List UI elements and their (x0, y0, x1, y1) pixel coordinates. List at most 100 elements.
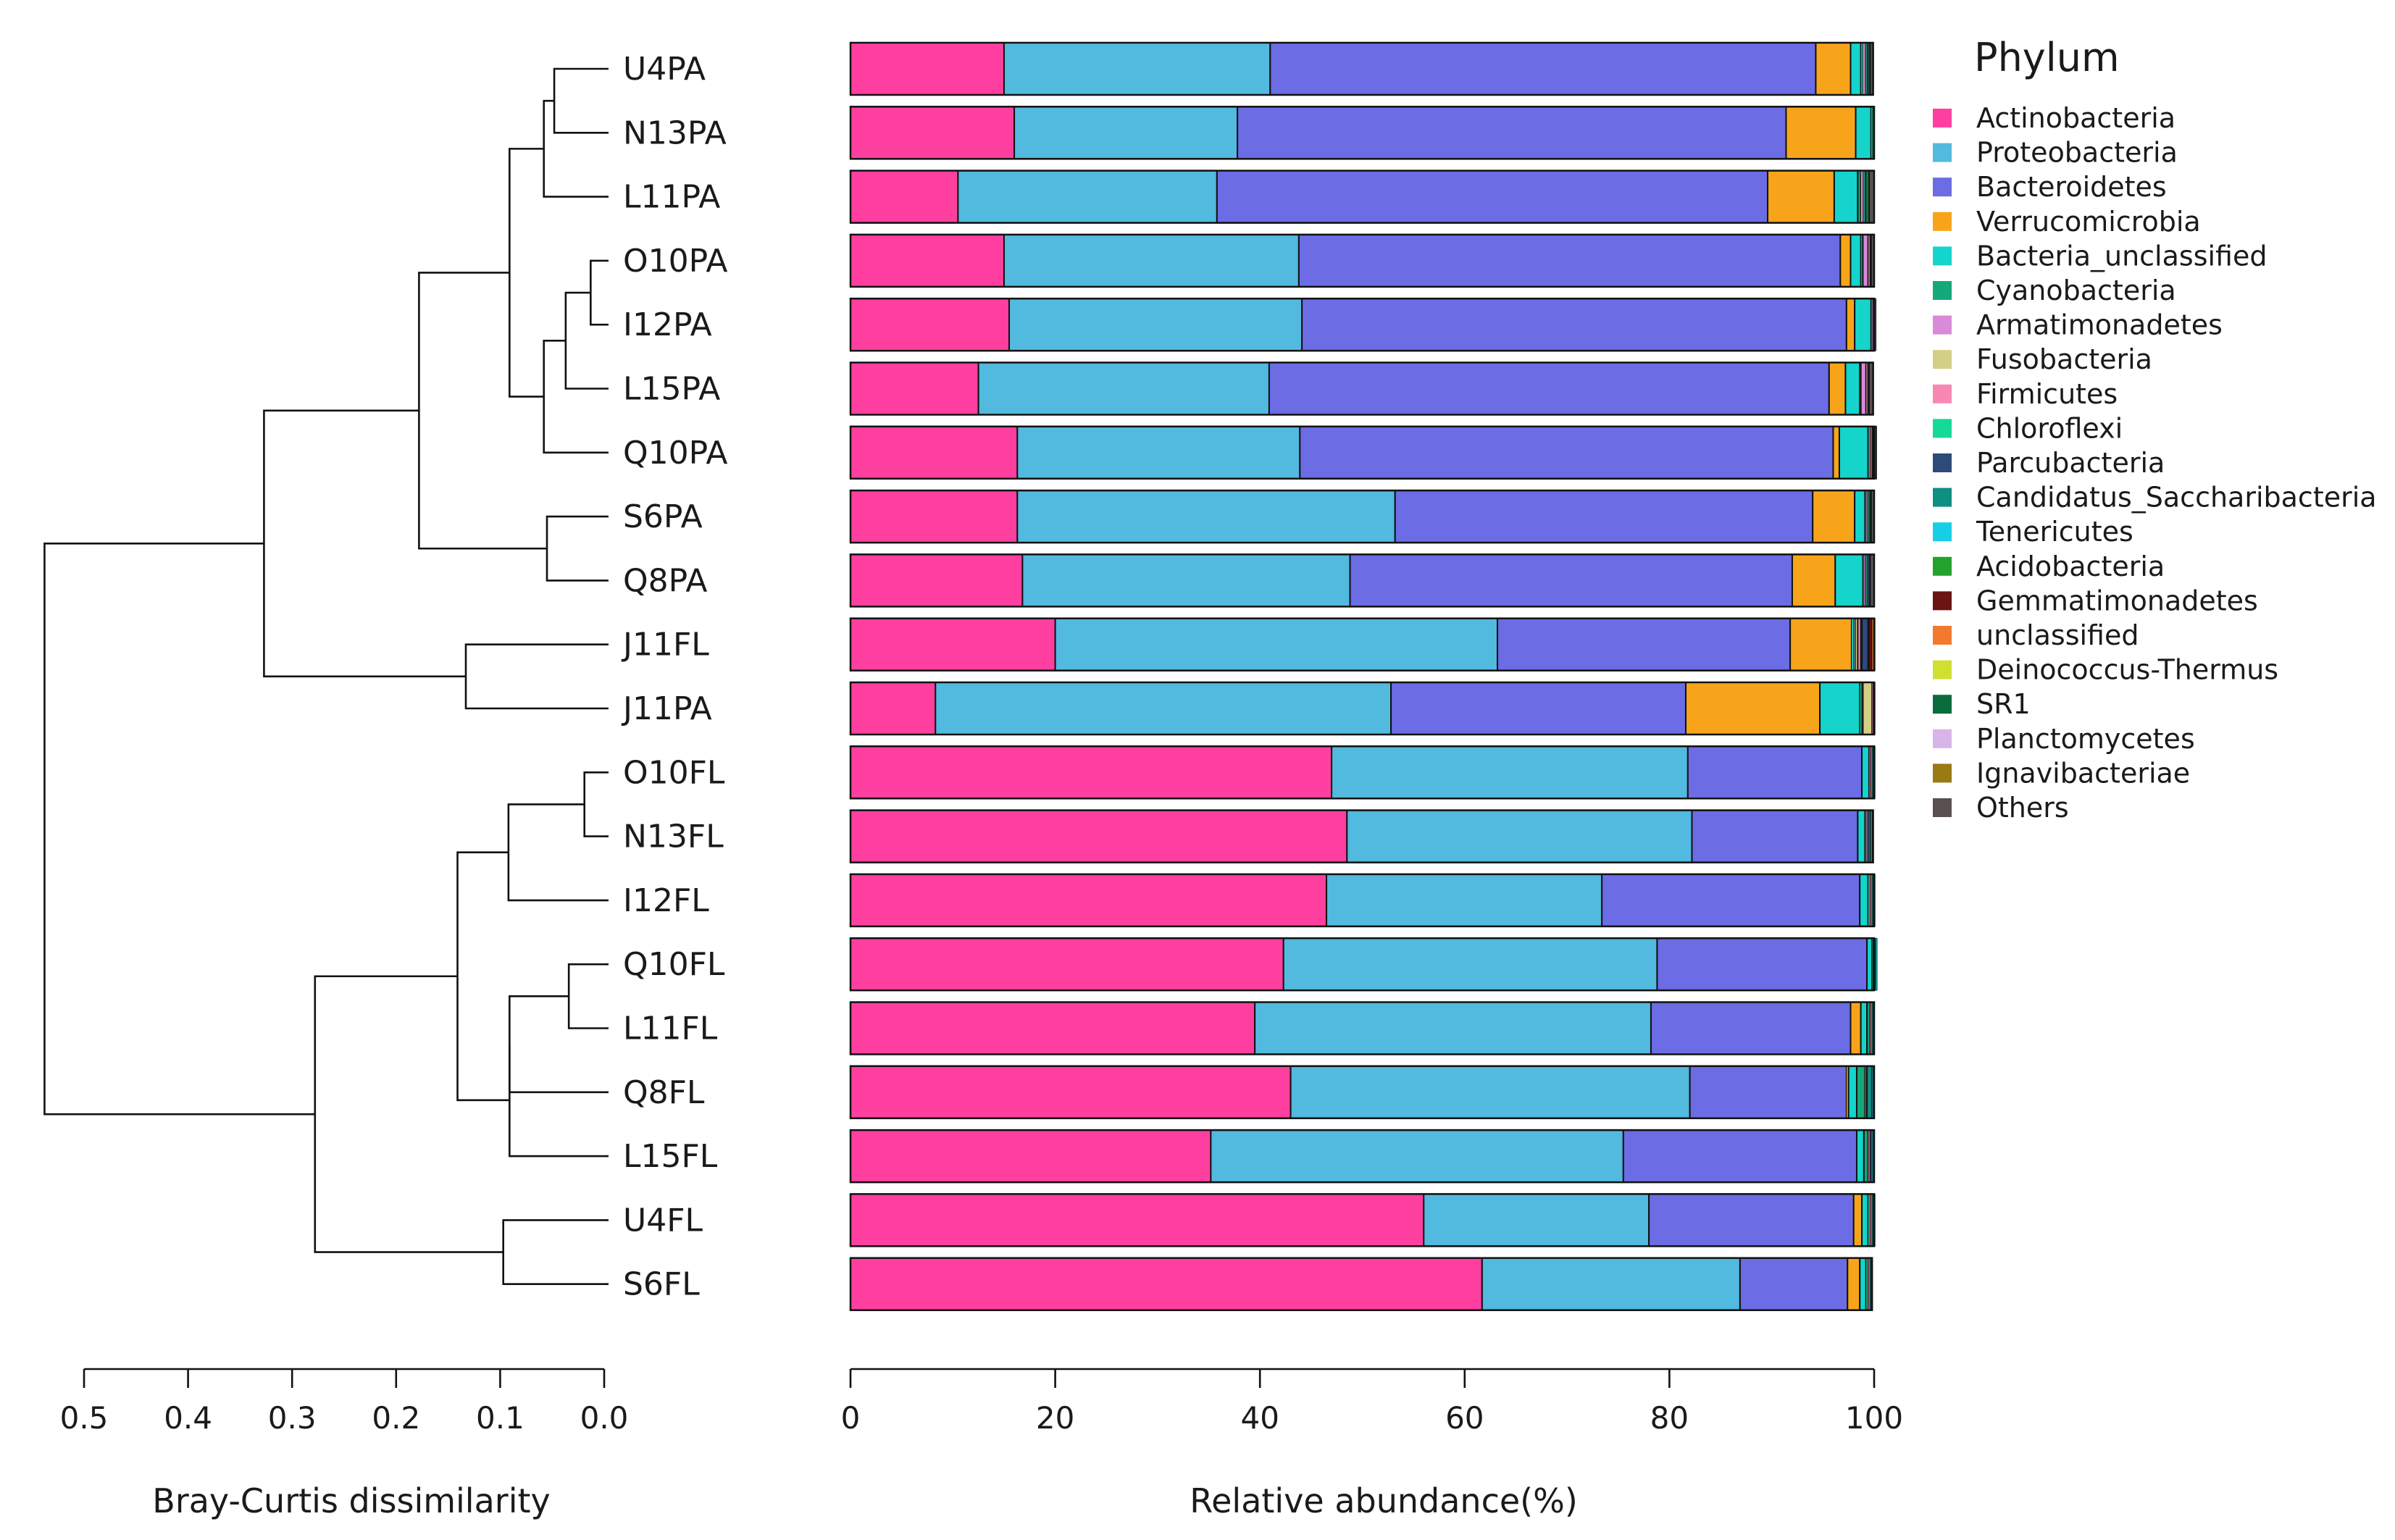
legend-label: Proteobacteria (1976, 137, 2178, 169)
legend-swatch (1933, 729, 1952, 748)
legend-label: Chloroflexi (1976, 412, 2123, 444)
segment-n13fl-proteobacteria (1346, 809, 1693, 863)
segment-o10pa-verrucomicrobia (1839, 233, 1852, 288)
legend-item-deinococcus-thermus: Deinococcus-Thermus (1933, 654, 2278, 686)
dendrogram-link-c3 (564, 291, 609, 390)
segment-i12pa-bacteroidetes (1301, 298, 1847, 352)
segment-s6pa-actinobacteria (850, 490, 1019, 544)
segment-n13fl-parcubacteria (1868, 810, 1871, 863)
sample-label-j11pa: J11PA (621, 690, 712, 727)
segment-s6fl-bacteroidetes (1739, 1257, 1849, 1311)
sample-label-l11pa: L11PA (623, 179, 720, 216)
legend-swatch (1933, 143, 1952, 162)
segment-u4pa-bacteria-unclassified (1849, 42, 1862, 96)
legend-item-chloroflexi: Chloroflexi (1933, 412, 2123, 444)
segment-u4fl-bacteroidetes (1648, 1193, 1855, 1247)
bar-outline-o10fl (849, 745, 1876, 800)
segment-l11pa-bacteria-unclassified (1833, 170, 1859, 224)
segment-j11fl-firmicutes (1857, 617, 1862, 671)
legend-label: Candidatus_Saccharibacteria (1976, 482, 2377, 514)
segment-n13pa-actinobacteria (850, 106, 1016, 160)
segment-q10pa-bacteria-unclassified (1838, 425, 1869, 480)
bar-q10pa (849, 425, 1877, 480)
sample-label-j11fl: J11FL (621, 627, 709, 664)
segment-l15fl-proteobacteria (1210, 1129, 1624, 1184)
bar-i12pa (849, 297, 1877, 352)
bar-j11pa (849, 681, 1876, 736)
segment-s6fl-cyanobacteria (1865, 1257, 1868, 1310)
legend-item-bacteroidetes: Bacteroidetes (1933, 171, 2167, 203)
sample-label-o10fl: O10FL (623, 754, 725, 791)
legend-swatch (1933, 763, 1952, 783)
dendrogram-link-c2 (590, 259, 609, 326)
sample-label-q8fl: Q8FL (623, 1074, 705, 1111)
segment-j11fl-bacteria-unclassified (1851, 618, 1855, 671)
legend-item-fusobacteria: Fusobacteria (1933, 343, 2152, 375)
legend-label: Cyanobacteria (1976, 275, 2176, 306)
segment-j11fl-gemmatimonadetes (1868, 617, 1873, 671)
legend-label: Firmicutes (1976, 378, 2118, 410)
segment-i12fl-actinobacteria (850, 873, 1328, 927)
segment-l11pa-bacteroidetes (1216, 170, 1769, 224)
segment-q8pa-proteobacteria (1021, 553, 1351, 608)
segment-l15fl-bacteroidetes (1622, 1129, 1857, 1184)
bar-outline-q8pa (849, 553, 1876, 608)
segment-i12pa-actinobacteria (850, 298, 1011, 352)
dendrogram (43, 67, 609, 1285)
segment-u4pa-cyanobacteria (1860, 42, 1863, 96)
legend-swatch (1933, 522, 1952, 542)
segment-l11fl-cyanobacteria (1866, 1001, 1871, 1055)
sample-label-o10pa: O10PA (623, 243, 727, 280)
bar-outline-l11pa (849, 170, 1876, 224)
legend: Phylum ActinobacteriaProteobacteriaBacte… (1933, 35, 2377, 824)
dendrogram-link-c10 (263, 409, 467, 678)
bar-outline-j11fl (849, 617, 1876, 671)
bar-l11fl (849, 1001, 1876, 1055)
legend-item-actinobacteria: Actinobacteria (1933, 102, 2175, 134)
segment-j11pa-bacteria-unclassified (1819, 682, 1861, 735)
legend-swatch (1933, 487, 1952, 507)
bar-outline-i12pa (849, 297, 1876, 352)
segment-l11fl-actinobacteria (850, 1001, 1256, 1055)
segment-u4fl-proteobacteria (1423, 1193, 1650, 1247)
legend-item-sr1: SR1 (1933, 688, 2031, 720)
bar-n13fl (849, 809, 1874, 863)
legend-swatch (1933, 660, 1952, 679)
segment-o10fl-actinobacteria (850, 745, 1333, 800)
legend-title: Phylum (1974, 35, 2120, 80)
legend-swatch (1933, 281, 1952, 300)
bar-u4pa (849, 41, 1874, 96)
legend-swatch (1933, 212, 1952, 231)
legend-item-bacteria-unclassified: Bacteria_unclassified (1933, 240, 2267, 272)
bar-tick-label: 0 (841, 1400, 861, 1436)
legend-label: Ignavibacteriae (1976, 757, 2190, 789)
sample-label-l15fl: L15FL (623, 1138, 718, 1175)
segment-l15pa-proteobacteria (977, 361, 1270, 416)
segment-q8fl-candidatus-saccharibacteria (1866, 1065, 1873, 1119)
bar-outline-q10fl (849, 937, 1876, 992)
segment-q10fl-tenericutes (1876, 937, 1878, 991)
legend-label: Parcubacteria (1976, 447, 2165, 479)
dendrogram-link-c14 (509, 995, 609, 1094)
segment-q10pa-bacteroidetes (1299, 425, 1834, 480)
dendrogram-link-c16 (456, 851, 510, 1102)
segment-u4pa-bacteroidetes (1269, 42, 1817, 96)
segment-l15pa-bacteroidetes (1268, 361, 1830, 416)
segment-q10pa-proteobacteria (1016, 425, 1301, 480)
segment-q8fl-proteobacteria (1290, 1065, 1691, 1119)
segment-u4pa-verrucomicrobia (1815, 42, 1852, 96)
bar-outline-q8fl (849, 1065, 1876, 1120)
segment-q10pa-verrucomicrobia (1832, 425, 1840, 480)
segment-l15pa-verrucomicrobia (1828, 361, 1847, 416)
bar-u4fl (849, 1193, 1876, 1247)
legend-item-unclassified: unclassified (1933, 619, 2139, 651)
bar-outline-s6pa (849, 489, 1876, 544)
segment-q10fl-actinobacteria (850, 937, 1284, 992)
segment-u4pa-proteobacteria (1003, 42, 1271, 96)
legend-item-proteobacteria: Proteobacteria (1933, 137, 2178, 169)
legend-label: SR1 (1976, 688, 2031, 720)
legend-label: Verrucomicrobia (1976, 206, 2201, 238)
segment-q10fl-bacteria-unclassified (1866, 937, 1873, 992)
segment-i12fl-bacteria-unclassified (1859, 873, 1869, 927)
sample-label-i12fl: I12FL (623, 882, 709, 919)
